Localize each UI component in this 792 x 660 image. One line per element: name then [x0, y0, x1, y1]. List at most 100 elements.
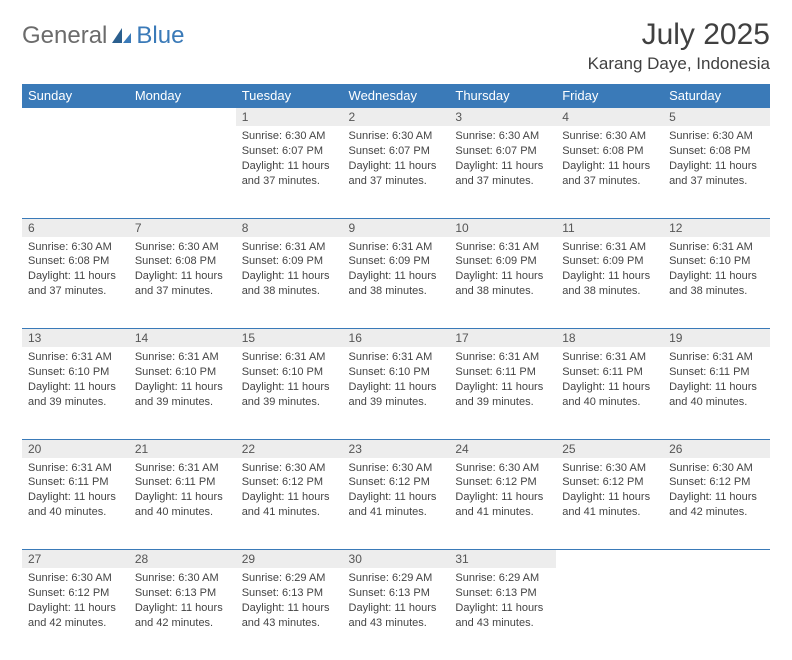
day-info-line: Sunrise: 6:29 AM	[242, 571, 337, 586]
day-content-cell	[663, 568, 770, 660]
day-content-row: Sunrise: 6:31 AMSunset: 6:11 PMDaylight:…	[22, 458, 770, 550]
day-info-line: Sunrise: 6:30 AM	[562, 129, 657, 144]
day-info-line: and 43 minutes.	[455, 616, 550, 631]
day-number-row: 20212223242526	[22, 439, 770, 458]
day-content-cell: Sunrise: 6:30 AMSunset: 6:12 PMDaylight:…	[556, 458, 663, 550]
day-info-line: Sunrise: 6:30 AM	[455, 461, 550, 476]
day-number-cell	[663, 550, 770, 569]
day-number: 27	[28, 552, 41, 566]
day-info-line: Sunrise: 6:31 AM	[562, 240, 657, 255]
day-content-cell: Sunrise: 6:30 AMSunset: 6:08 PMDaylight:…	[22, 237, 129, 329]
day-content-row: Sunrise: 6:31 AMSunset: 6:10 PMDaylight:…	[22, 347, 770, 439]
day-number-cell: 27	[22, 550, 129, 569]
day-content-cell: Sunrise: 6:31 AMSunset: 6:09 PMDaylight:…	[236, 237, 343, 329]
weekday-header: Sunday	[22, 84, 129, 108]
day-content-cell: Sunrise: 6:29 AMSunset: 6:13 PMDaylight:…	[343, 568, 450, 660]
day-info-line: Sunset: 6:12 PM	[28, 586, 123, 601]
day-number: 5	[669, 110, 676, 124]
day-number: 14	[135, 331, 148, 345]
day-info-line: and 41 minutes.	[562, 505, 657, 520]
day-info-line: Sunrise: 6:31 AM	[562, 350, 657, 365]
day-info-line: Sunrise: 6:30 AM	[242, 129, 337, 144]
day-number-row: 2728293031	[22, 550, 770, 569]
day-content-row: Sunrise: 6:30 AMSunset: 6:12 PMDaylight:…	[22, 568, 770, 660]
day-info-line: and 37 minutes.	[28, 284, 123, 299]
day-info-line: Sunrise: 6:31 AM	[135, 350, 230, 365]
day-number-cell: 28	[129, 550, 236, 569]
day-info-line: Sunrise: 6:31 AM	[669, 240, 764, 255]
day-info-line: and 37 minutes.	[455, 174, 550, 189]
day-info-line: Daylight: 11 hours	[28, 269, 123, 284]
day-info-line: Daylight: 11 hours	[28, 601, 123, 616]
day-info-line: Sunrise: 6:31 AM	[28, 350, 123, 365]
day-number: 19	[669, 331, 682, 345]
day-number-cell: 22	[236, 439, 343, 458]
day-content-cell	[129, 126, 236, 218]
day-number: 2	[349, 110, 356, 124]
day-number: 24	[455, 442, 468, 456]
day-number-cell: 5	[663, 108, 770, 127]
day-content-cell: Sunrise: 6:30 AMSunset: 6:08 PMDaylight:…	[556, 126, 663, 218]
day-info-line: Sunrise: 6:30 AM	[669, 129, 764, 144]
day-content-row: Sunrise: 6:30 AMSunset: 6:08 PMDaylight:…	[22, 237, 770, 329]
day-info-line: Daylight: 11 hours	[562, 269, 657, 284]
day-number-cell: 29	[236, 550, 343, 569]
day-number-cell: 12	[663, 218, 770, 237]
day-info-line: Sunset: 6:12 PM	[349, 475, 444, 490]
day-content-cell: Sunrise: 6:30 AMSunset: 6:12 PMDaylight:…	[236, 458, 343, 550]
day-number-cell	[556, 550, 663, 569]
calendar-table: Sunday Monday Tuesday Wednesday Thursday…	[22, 84, 770, 660]
day-info-line: Sunset: 6:13 PM	[135, 586, 230, 601]
month-title: July 2025	[588, 18, 770, 52]
day-number: 23	[349, 442, 362, 456]
day-info-line: Sunrise: 6:30 AM	[455, 129, 550, 144]
day-content-cell: Sunrise: 6:30 AMSunset: 6:07 PMDaylight:…	[343, 126, 450, 218]
day-info-line: Sunset: 6:13 PM	[455, 586, 550, 601]
day-info-line: Sunset: 6:07 PM	[349, 144, 444, 159]
day-info-line: Daylight: 11 hours	[562, 490, 657, 505]
day-info-line: Daylight: 11 hours	[669, 269, 764, 284]
day-number-row: 6789101112	[22, 218, 770, 237]
day-info-line: Sunset: 6:10 PM	[669, 254, 764, 269]
day-info-line: Daylight: 11 hours	[135, 269, 230, 284]
day-info-line: and 40 minutes.	[562, 395, 657, 410]
day-info-line: and 38 minutes.	[562, 284, 657, 299]
day-info-line: and 40 minutes.	[28, 505, 123, 520]
day-content-cell: Sunrise: 6:31 AMSunset: 6:09 PMDaylight:…	[556, 237, 663, 329]
day-info-line: Sunset: 6:08 PM	[135, 254, 230, 269]
day-info-line: Sunrise: 6:31 AM	[242, 350, 337, 365]
day-info-line: Sunset: 6:07 PM	[242, 144, 337, 159]
day-info-line: and 41 minutes.	[242, 505, 337, 520]
day-content-cell: Sunrise: 6:31 AMSunset: 6:09 PMDaylight:…	[343, 237, 450, 329]
day-number-cell: 15	[236, 329, 343, 348]
day-number: 3	[455, 110, 462, 124]
day-number-cell: 30	[343, 550, 450, 569]
day-info-line: Sunset: 6:10 PM	[28, 365, 123, 380]
day-info-line: and 41 minutes.	[455, 505, 550, 520]
day-number-cell	[22, 108, 129, 127]
day-number: 25	[562, 442, 575, 456]
day-number: 15	[242, 331, 255, 345]
day-info-line: and 42 minutes.	[28, 616, 123, 631]
day-content-cell: Sunrise: 6:30 AMSunset: 6:12 PMDaylight:…	[343, 458, 450, 550]
day-info-line: and 37 minutes.	[135, 284, 230, 299]
logo-sail-icon	[111, 26, 133, 46]
day-info-line: Sunset: 6:12 PM	[562, 475, 657, 490]
day-number-cell: 17	[449, 329, 556, 348]
day-number: 9	[349, 221, 356, 235]
day-number: 17	[455, 331, 468, 345]
day-number-cell: 25	[556, 439, 663, 458]
title-block: July 2025 Karang Daye, Indonesia	[588, 18, 770, 74]
day-info-line: Daylight: 11 hours	[562, 380, 657, 395]
day-info-line: Sunrise: 6:31 AM	[455, 240, 550, 255]
day-number-cell: 6	[22, 218, 129, 237]
day-number: 1	[242, 110, 249, 124]
day-info-line: Sunset: 6:11 PM	[455, 365, 550, 380]
day-number: 7	[135, 221, 142, 235]
day-info-line: Sunrise: 6:31 AM	[135, 461, 230, 476]
day-info-line: Sunrise: 6:31 AM	[349, 350, 444, 365]
day-number-cell: 10	[449, 218, 556, 237]
day-number-cell: 4	[556, 108, 663, 127]
day-info-line: and 38 minutes.	[669, 284, 764, 299]
day-info-line: Sunset: 6:08 PM	[562, 144, 657, 159]
